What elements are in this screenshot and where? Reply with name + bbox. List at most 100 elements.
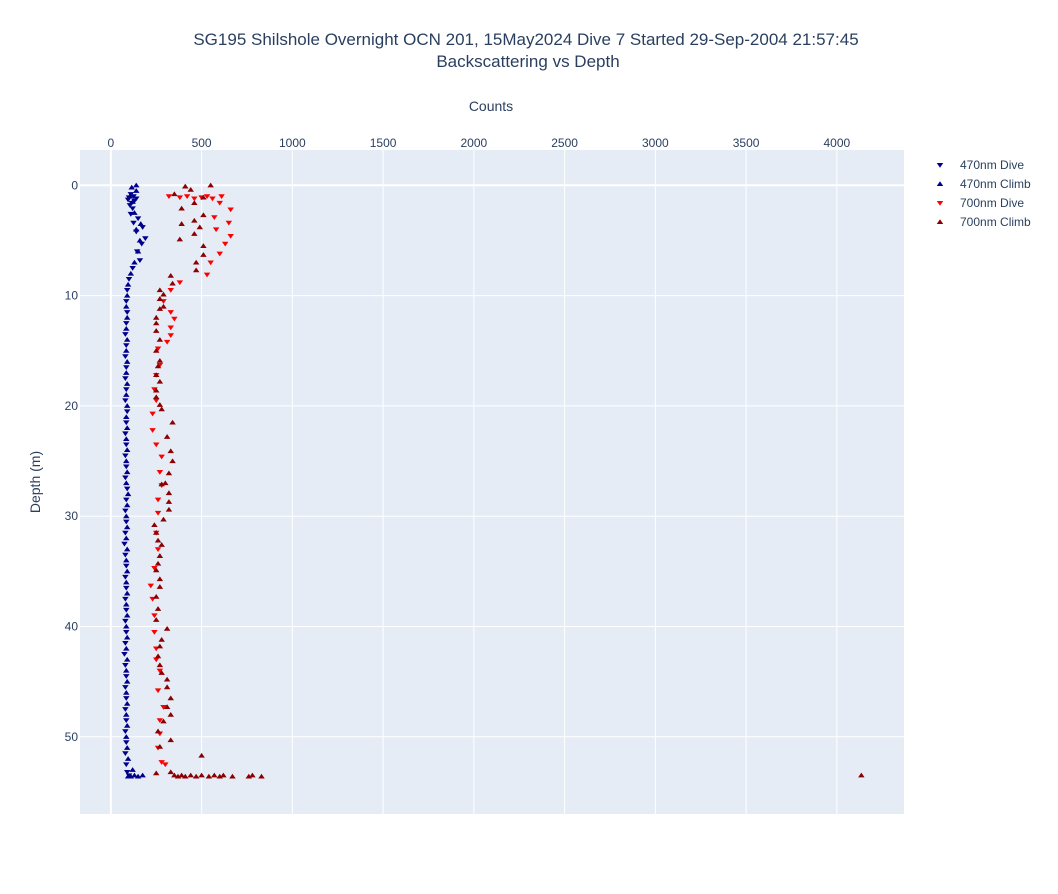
data-point — [123, 314, 131, 320]
data-point — [123, 623, 130, 629]
data-point — [123, 607, 130, 613]
data-point — [122, 574, 129, 580]
data-point — [165, 194, 173, 200]
data-point — [167, 448, 174, 454]
data-point — [123, 563, 130, 569]
data-point — [152, 657, 160, 663]
data-point — [123, 770, 131, 775]
data-point — [139, 772, 146, 778]
data-point — [122, 751, 129, 757]
data-point — [123, 464, 130, 470]
plot-area — [80, 150, 904, 814]
y-tick-label: 40 — [65, 619, 79, 633]
data-point — [167, 273, 174, 278]
x-tick-label: 500 — [192, 136, 212, 150]
data-point — [123, 535, 130, 541]
data-point — [203, 194, 211, 200]
data-point — [147, 583, 155, 589]
data-point — [160, 291, 167, 297]
data-point — [183, 194, 191, 200]
data-point — [178, 772, 185, 778]
data-point — [152, 617, 160, 622]
data-point — [123, 762, 130, 768]
data-point — [149, 411, 156, 417]
data-point — [151, 613, 158, 619]
data-point — [124, 197, 132, 203]
legend-item[interactable]: 470nm Dive — [936, 158, 1025, 172]
data-point — [123, 381, 131, 386]
data-point — [123, 745, 131, 750]
data-point — [156, 306, 164, 311]
data-point — [123, 502, 131, 508]
data-point — [176, 280, 184, 286]
data-point — [137, 221, 145, 226]
x-tick-label: 1500 — [370, 136, 397, 150]
data-point — [167, 288, 174, 293]
legend-item[interactable]: 470nm Climb — [936, 177, 1031, 191]
data-point — [123, 667, 130, 673]
data-point — [165, 490, 173, 496]
data-point — [178, 205, 185, 211]
data-point — [171, 316, 178, 322]
data-point — [163, 434, 171, 439]
data-point — [203, 272, 211, 278]
data-point — [154, 728, 162, 734]
legend-item[interactable]: 700nm Climb — [936, 215, 1031, 229]
data-point — [156, 553, 164, 558]
data-point — [139, 225, 146, 230]
data-point — [124, 281, 132, 287]
data-point — [192, 267, 200, 273]
data-point — [152, 320, 160, 326]
data-point — [154, 547, 162, 553]
data-point — [191, 200, 198, 205]
data-point — [123, 469, 131, 475]
data-point — [126, 193, 134, 199]
data-point — [158, 481, 165, 487]
chart-title: SG195 Shilshole Overnight OCN 201, 15May… — [193, 30, 858, 49]
data-point — [156, 296, 164, 301]
data-point — [122, 398, 129, 404]
legend-item[interactable]: 700nm Dive — [936, 196, 1025, 210]
data-point — [123, 447, 131, 453]
data-point — [122, 640, 129, 646]
data-point — [122, 729, 129, 734]
y-tick-label: 0 — [71, 178, 78, 192]
data-point — [152, 348, 160, 353]
data-point — [123, 546, 131, 552]
data-point — [156, 378, 164, 384]
triangle-down-icon — [936, 162, 944, 168]
y-tick-labels: 0 10 20 30 40 50 — [65, 178, 79, 743]
data-point — [128, 184, 135, 190]
data-point — [158, 406, 165, 412]
data-point — [158, 454, 165, 460]
data-point — [158, 760, 165, 765]
data-point — [167, 737, 174, 743]
data-point — [154, 537, 162, 543]
data-point — [122, 552, 129, 558]
data-point — [200, 212, 207, 218]
data-point — [178, 221, 185, 226]
x-tick-label: 1000 — [279, 136, 306, 150]
data-point — [152, 567, 160, 573]
data-point — [156, 668, 164, 674]
data-point — [209, 196, 216, 202]
data-point — [187, 772, 194, 778]
data-point — [218, 194, 225, 200]
data-point — [227, 207, 234, 213]
data-point — [158, 670, 165, 675]
data-point — [122, 707, 129, 712]
data-point — [122, 596, 129, 602]
data-point — [858, 772, 865, 778]
data-point — [152, 442, 160, 448]
data-point — [211, 215, 218, 221]
data-point — [138, 241, 145, 247]
data-point — [124, 491, 132, 497]
data-point — [123, 436, 130, 442]
data-point — [187, 186, 194, 192]
legend[interactable]: 470nm Dive 470nm Climb 700nm Dive 700nm Cli… — [936, 158, 1031, 229]
data-point — [133, 226, 140, 232]
data-point — [229, 773, 236, 779]
x-axis-title: Counts — [469, 98, 513, 114]
data-point — [152, 387, 160, 393]
data-point — [123, 740, 130, 746]
